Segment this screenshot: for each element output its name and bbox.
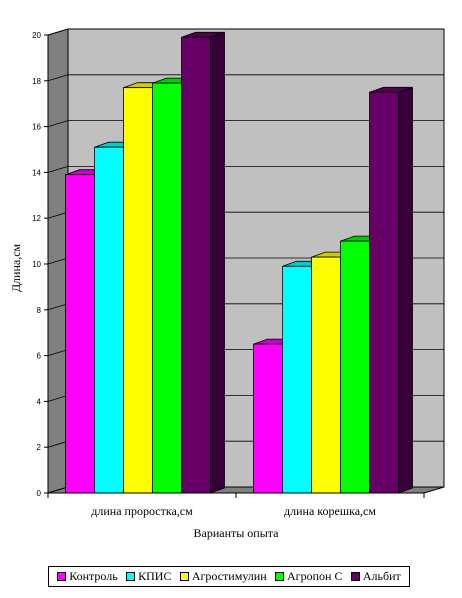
bar-side <box>398 86 413 494</box>
legend-label: КПИС <box>138 569 172 583</box>
legend-label: Агростимулин <box>191 569 267 583</box>
bar-front <box>94 146 124 494</box>
y-tick-label: 0 <box>37 489 42 498</box>
legend-swatch <box>275 572 285 581</box>
bar-front <box>253 343 283 494</box>
bar <box>181 31 225 494</box>
bar-front <box>65 174 95 494</box>
x-tick-label: длина корешка,см <box>284 504 376 518</box>
y-tick-label: 10 <box>32 260 41 269</box>
gridline <box>47 74 444 82</box>
legend-label: Альбит <box>362 569 401 583</box>
y-tick-label: 4 <box>37 397 42 406</box>
bar-front <box>340 240 370 494</box>
y-tick-label: 18 <box>32 77 41 86</box>
y-tick-label: 14 <box>32 168 41 177</box>
legend-item: Агростимулин <box>179 569 267 584</box>
x-tick-label: длина проростка,см <box>91 504 193 518</box>
legend-swatch <box>57 572 67 581</box>
bar-front <box>123 87 153 494</box>
legend-item: Агропон С <box>275 569 342 584</box>
gridline <box>47 120 444 127</box>
y-tick-label: 2 <box>37 443 42 452</box>
bar-front <box>282 265 312 494</box>
y-tick-label: 6 <box>37 352 42 361</box>
bar-front <box>152 82 182 494</box>
x-axis-title: Варианты опыта <box>193 526 279 540</box>
bar-side <box>210 31 225 494</box>
legend-swatch <box>126 572 136 581</box>
gridline <box>47 28 444 36</box>
legend: Контроль КПИС Агростимулин Агропон С Альбит <box>48 566 410 587</box>
legend-item: Контроль <box>57 569 118 584</box>
legend-label: Контроль <box>69 569 118 583</box>
bar-front <box>369 91 399 494</box>
y-tick-label: 20 <box>32 31 41 40</box>
legend-swatch <box>350 572 360 581</box>
y-tick-label: 8 <box>37 306 42 315</box>
bar-front <box>181 36 211 494</box>
y-axis-title: Длина,см <box>9 243 23 292</box>
legend-item: КПИС <box>126 569 171 584</box>
gridline <box>47 165 444 173</box>
bar <box>369 86 413 494</box>
legend-swatch <box>179 572 189 581</box>
legend-label: Агропон С <box>287 569 343 583</box>
y-tick-label: 12 <box>32 214 41 223</box>
legend-item: Альбит <box>350 569 401 584</box>
bar-front <box>311 256 341 494</box>
y-tick-label: 16 <box>32 123 41 132</box>
